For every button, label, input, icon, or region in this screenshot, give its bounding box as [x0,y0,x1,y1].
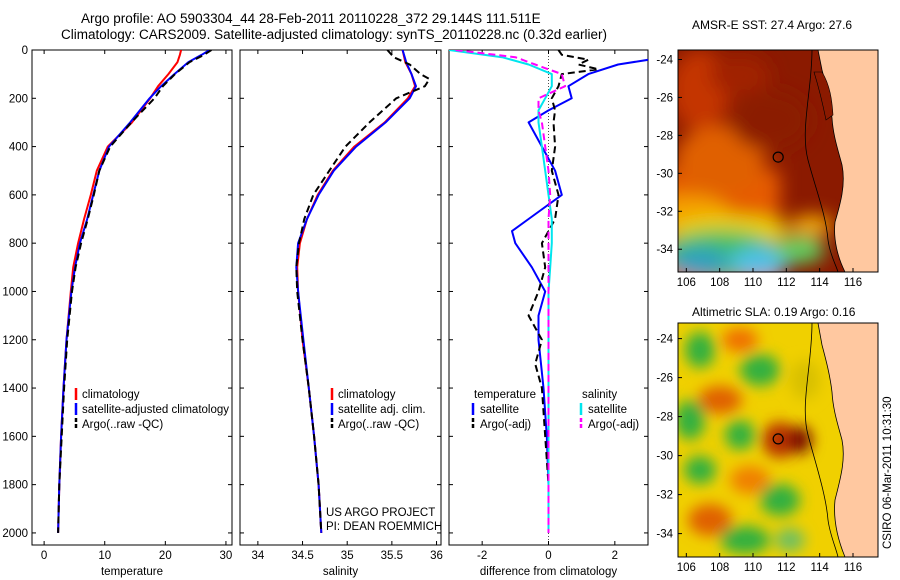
map-lon-tick-label: 112 [777,562,795,574]
sst-field [678,50,834,272]
legend-header-temperature: temperature [474,389,536,401]
salinity-x-tick-label: 35 [341,550,354,562]
difference-series-temperature-argo-adj- [527,50,600,533]
map-lon-tick-label: 108 [710,277,729,289]
plot-title-line-1: Argo profile: AO 5903304_44 28-Feb-2011 … [81,11,541,26]
difference-panel: -2 0 2 difference from climatology temperatu… [448,49,649,578]
temperature-legend-label: Argo(..raw -QC) [82,419,163,431]
map-lat-tick-label: -24 [656,54,673,66]
sla-map-axes: -24 -26 -28 -30 -32 -34 106 108 110 112 114 116 [656,334,862,574]
depth-tick-label: 2000 [2,528,28,540]
salinity-xlabel: salinity [323,566,358,578]
salinity-x-tick-label: 34 [251,550,264,562]
map-lon-tick-label: 112 [777,277,795,289]
sla-field [678,328,820,554]
temperature-legend-label: satellite-adjusted climatology [82,404,229,416]
temperature-x-tick-label: 10 [98,550,111,562]
map-lon-tick-label: 114 [810,277,829,289]
map-lat-tick-label: -32 [656,206,673,218]
difference-series-temperature-satellite [511,58,648,533]
sla-map [678,323,878,557]
difference-series-group [449,50,648,533]
difference-x-tick-label: -2 [477,550,487,562]
map-lat-tick-label: -32 [656,490,673,502]
map-lat-tick-label: -34 [656,529,673,541]
map-lat-tick-label: -34 [656,244,673,256]
map-lon-tick-label: 114 [810,562,829,574]
map-lat-tick-label: -26 [656,92,673,104]
temperature-x-tick-label: 20 [159,550,172,562]
salinity-annotation: PI: DEAN ROEMMICH [326,521,442,533]
sla-map-frame [677,322,879,558]
salinity-annotation: US ARGO PROJECT [326,507,435,519]
legend-header-salinity: salinity [582,389,617,401]
salinity-x-tick-label: 34.5 [291,550,313,562]
map-lon-tick-label: 106 [677,562,696,574]
map-lon-tick-label: 116 [844,277,862,289]
sst-map-title: AMSR-E SST: 27.4 Argo: 27.6 [692,18,853,32]
difference-legend-label: satellite [588,404,627,416]
salinity-legend-label: satellite adj. clim. [338,404,426,416]
temperature-series-argo-raw-qc- [57,50,212,533]
depth-tick-label: 800 [9,238,28,250]
salinity-axes-frame [239,49,442,546]
salinity-series-group [295,50,431,533]
salinity-legend-label: climatology [338,389,396,401]
depth-tick-label: 1200 [2,335,28,347]
difference-xlabel: difference from climatology [480,566,617,578]
temperature-x-tick-label: 30 [220,550,233,562]
sst-map-frame [677,49,879,273]
depth-tick-label: 0 [22,45,28,57]
map-lon-tick-label: 108 [710,562,729,574]
depth-tick-label: 1400 [2,383,28,395]
sst-argo-marker [772,151,784,163]
depth-tick-label: 400 [9,142,28,154]
map-lon-tick-label: 116 [844,562,862,574]
difference-legend-label: satellite [480,404,519,416]
plot-title-line-2: Climatology: CARS2009. Satellite-adjuste… [61,27,608,42]
difference-x-tick-label: 0 [545,550,551,562]
map-lat-tick-label: -30 [656,451,673,463]
temperature-panel: 0 200 400 600 800 1000 1200 1400 1600 1800 2000 0 10… [2,45,233,578]
depth-tick-label: 600 [9,190,28,202]
salinity-panel: 34 34.5 35 35.5 36 salinity climatology satelli… [239,49,443,578]
temperature-series-group [57,50,212,533]
map-lat-tick-label: -28 [656,412,673,424]
sst-map-axes: -24 -26 -28 -30 -32 -34 106 108 110 112 114 116 [656,54,862,289]
salinity-series-argo-raw-qc- [295,50,431,533]
temperature-xlabel: temperature [101,566,163,578]
difference-legend-label: Argo(-adj) [588,419,639,431]
map-lat-tick-label: -24 [656,334,673,346]
map-lon-tick-label: 110 [744,562,762,574]
depth-tick-label: 200 [9,93,28,105]
salinity-legend-label: Argo(..raw -QC) [338,419,419,431]
temperature-axes-frame [31,49,233,546]
salinity-x-tick-label: 36 [430,550,443,562]
difference-series-salinity-argo-adj- [455,50,567,533]
sst-isobath [804,50,839,272]
map-lat-tick-label: -28 [656,130,673,142]
map-lat-tick-label: -26 [656,373,673,385]
sla-isobath [804,323,839,557]
map-lon-tick-label: 106 [677,277,696,289]
depth-tick-label: 1000 [2,286,28,298]
temperature-legend-label: climatology [82,389,140,401]
difference-legend-label: Argo(-adj) [480,419,531,431]
map-lat-tick-label: -30 [656,168,673,180]
salinity-x-tick-label: 35.5 [381,550,403,562]
sla-coastline [817,323,878,557]
difference-x-tick-label: 2 [612,550,618,562]
sst-map [678,50,878,272]
temperature-x-tick-label: 0 [41,550,47,562]
sla-argo-marker [772,433,784,445]
depth-tick-label: 1800 [2,480,28,492]
map-lon-tick-label: 110 [744,277,762,289]
sla-map-title: Altimetric SLA: 0.19 Argo: 0.16 [692,305,856,319]
depth-tick-label: 1600 [2,431,28,443]
